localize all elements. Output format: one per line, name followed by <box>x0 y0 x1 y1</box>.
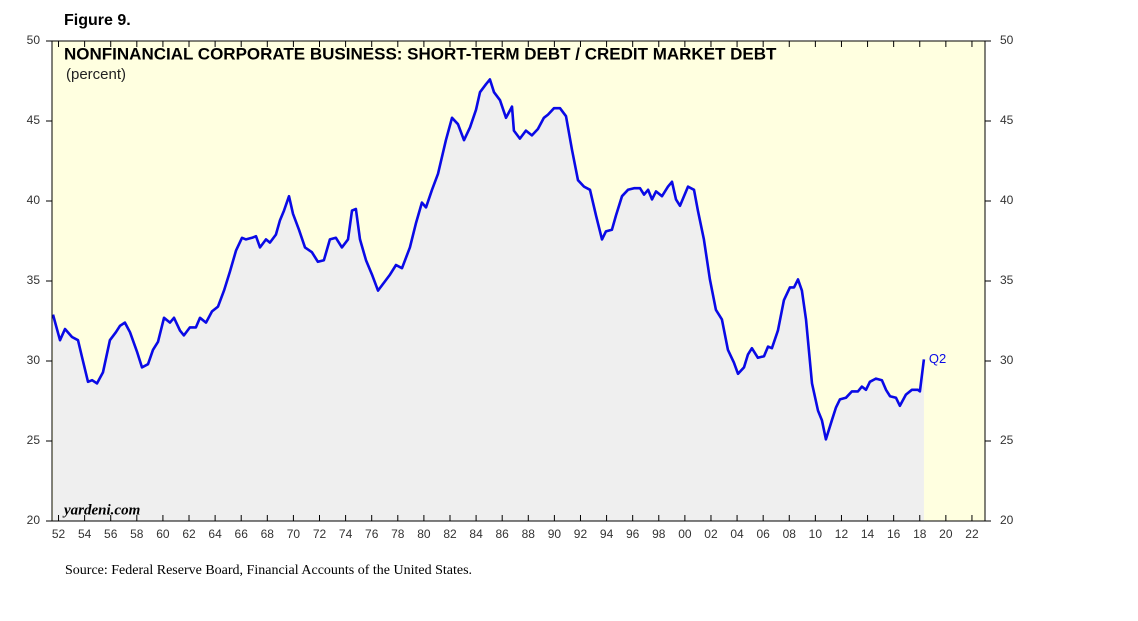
x-tick-label: 10 <box>809 527 823 541</box>
x-tick-label: 88 <box>522 527 536 541</box>
x-tick-label: 98 <box>652 527 666 541</box>
x-tick-label: 52 <box>52 527 66 541</box>
chart-subtitle: (percent) <box>66 66 126 83</box>
x-tick-label: 12 <box>835 527 849 541</box>
y2-tick-label: 25 <box>1000 433 1014 447</box>
x-tick-label: 06 <box>756 527 770 541</box>
x-tick-label: 04 <box>730 527 744 541</box>
x-tick-label: 58 <box>130 527 144 541</box>
end-label: Q2 <box>929 351 946 366</box>
x-tick-label: 96 <box>626 527 640 541</box>
y-tick-label: 45 <box>27 113 41 127</box>
x-tick-label: 76 <box>365 527 379 541</box>
x-tick-label: 86 <box>496 527 510 541</box>
x-tick-label: 90 <box>548 527 562 541</box>
x-tick-label: 56 <box>104 527 118 541</box>
x-tick-label: 08 <box>783 527 797 541</box>
y2-tick-label: 35 <box>1000 273 1014 287</box>
x-tick-label: 66 <box>235 527 249 541</box>
source: Source: Federal Reserve Board, Financial… <box>65 563 472 578</box>
x-tick-label: 00 <box>678 527 692 541</box>
y2-tick-label: 45 <box>1000 113 1014 127</box>
x-tick-label: 54 <box>78 527 92 541</box>
x-tick-label: 70 <box>287 527 301 541</box>
x-tick-label: 74 <box>339 527 353 541</box>
x-tick-label: 20 <box>939 527 953 541</box>
y2-tick-label: 50 <box>1000 33 1014 47</box>
area <box>53 79 924 522</box>
x-tick-label: 80 <box>417 527 431 541</box>
y-tick-label: 40 <box>27 193 41 207</box>
x-tick-label: 16 <box>887 527 901 541</box>
x-tick-label: 84 <box>469 527 483 541</box>
x-tick-label: 78 <box>391 527 405 541</box>
figure-label: Figure 9. <box>64 12 131 29</box>
x-tick-label: 94 <box>600 527 614 541</box>
x-tick-label: 14 <box>861 527 875 541</box>
y-tick-label: 25 <box>27 433 41 447</box>
watermark: yardeni.com <box>62 502 140 518</box>
y2-tick-label: 40 <box>1000 193 1014 207</box>
x-tick-label: 60 <box>156 527 170 541</box>
x-tick-label: 62 <box>182 527 196 541</box>
y-tick-label: 35 <box>27 273 41 287</box>
x-tick-label: 02 <box>704 527 718 541</box>
y-tick-label: 20 <box>27 513 41 527</box>
x-tick-label: 22 <box>965 527 979 541</box>
chart-title: NONFINANCIAL CORPORATE BUSINESS: SHORT-T… <box>64 44 777 63</box>
y-tick-label: 50 <box>27 33 41 47</box>
y2-tick-label: 30 <box>1000 353 1014 367</box>
x-tick-label: 72 <box>313 527 327 541</box>
x-tick-label: 68 <box>261 527 275 541</box>
x-tick-label: 82 <box>443 527 457 541</box>
y-tick-label: 30 <box>27 353 41 367</box>
x-tick-label: 92 <box>574 527 588 541</box>
y2-tick-label: 20 <box>1000 513 1014 527</box>
x-tick-label: 18 <box>913 527 927 541</box>
line <box>51 78 926 441</box>
x-tick-label: 64 <box>208 527 222 541</box>
